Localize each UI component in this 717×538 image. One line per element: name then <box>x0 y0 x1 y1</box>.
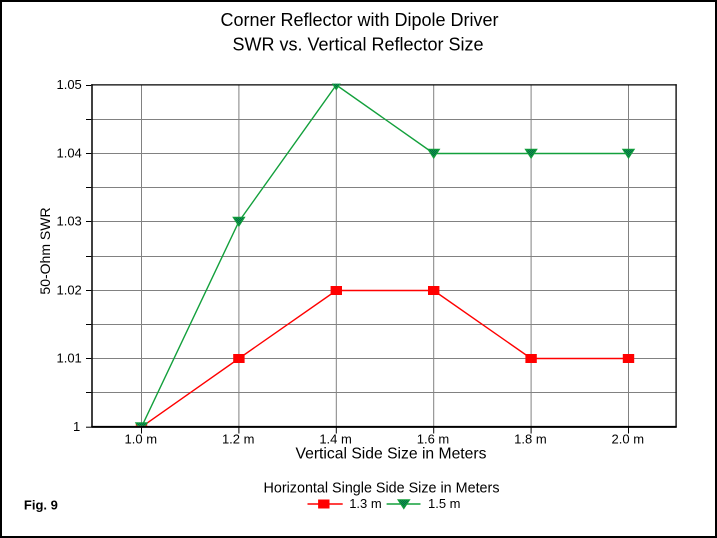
svg-text:1.01: 1.01 <box>56 350 81 365</box>
svg-text:2.0 m: 2.0 m <box>612 432 645 447</box>
svg-text:1.0 m: 1.0 m <box>125 432 158 447</box>
svg-text:50-Ohm SWR: 50-Ohm SWR <box>37 207 53 294</box>
svg-text:1.05: 1.05 <box>56 77 81 92</box>
svg-text:Corner Reflector with Dipole D: Corner Reflector with Dipole Driver <box>220 10 498 30</box>
svg-text:1.6 m: 1.6 m <box>417 432 450 447</box>
svg-text:SWR vs. Vertical Reflector Siz: SWR vs. Vertical Reflector Size <box>232 35 483 55</box>
svg-text:Horizontal Single Side Size in: Horizontal Single Side Size in Meters <box>264 480 500 496</box>
svg-text:1.03: 1.03 <box>56 213 81 228</box>
svg-text:1.4 m: 1.4 m <box>319 432 352 447</box>
svg-text:Vertical Side Size in Meters: Vertical Side Size in Meters <box>296 446 487 463</box>
svg-text:Fig. 9: Fig. 9 <box>24 498 58 513</box>
svg-text:1.04: 1.04 <box>56 145 81 160</box>
svg-text:1.2 m: 1.2 m <box>222 432 255 447</box>
svg-text:1.02: 1.02 <box>56 282 81 297</box>
svg-text:1.5 m: 1.5 m <box>428 496 461 511</box>
svg-text:1.8 m: 1.8 m <box>514 432 547 447</box>
svg-text:1.3 m: 1.3 m <box>349 496 382 511</box>
svg-text:1: 1 <box>73 419 80 434</box>
